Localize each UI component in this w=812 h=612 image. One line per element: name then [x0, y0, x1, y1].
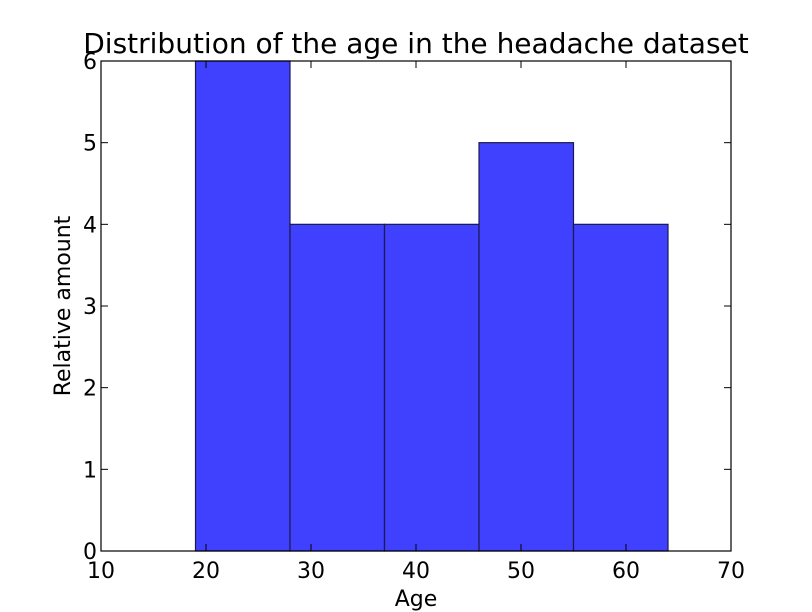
histogram-bar-4 [478, 142, 575, 552]
bars-layer [194, 60, 669, 552]
ticks-layer: 10 20 30 40 50 60 70 0 1 2 3 4 5 6 [83, 50, 745, 584]
x-tick-label: 10 [87, 559, 115, 584]
x-tick-label: 70 [717, 559, 745, 584]
x-tick-label: 60 [612, 559, 640, 584]
y-tick-label: 3 [83, 295, 97, 320]
x-tick-label: 40 [402, 559, 430, 584]
histogram-bar-2 [289, 223, 386, 552]
x-tick-label: 20 [192, 559, 220, 584]
histogram-bar-1 [194, 60, 291, 552]
x-tick-label: 30 [297, 559, 325, 584]
y-tick-label: 2 [83, 377, 97, 402]
histogram-bar-3 [383, 223, 480, 552]
y-tick-label: 6 [83, 50, 97, 75]
y-tick-label: 5 [83, 132, 97, 157]
x-tick-label: 50 [507, 559, 535, 584]
y-tick-label: 4 [83, 213, 97, 238]
y-tick-label: 1 [83, 458, 97, 483]
x-axis-title: Age [395, 587, 438, 612]
y-tick-label: 0 [83, 540, 97, 565]
histogram-bar-5 [572, 223, 669, 552]
y-axis-title: Relative amount [51, 215, 76, 396]
chart-title: Distribution of the age in the headache … [83, 27, 749, 60]
